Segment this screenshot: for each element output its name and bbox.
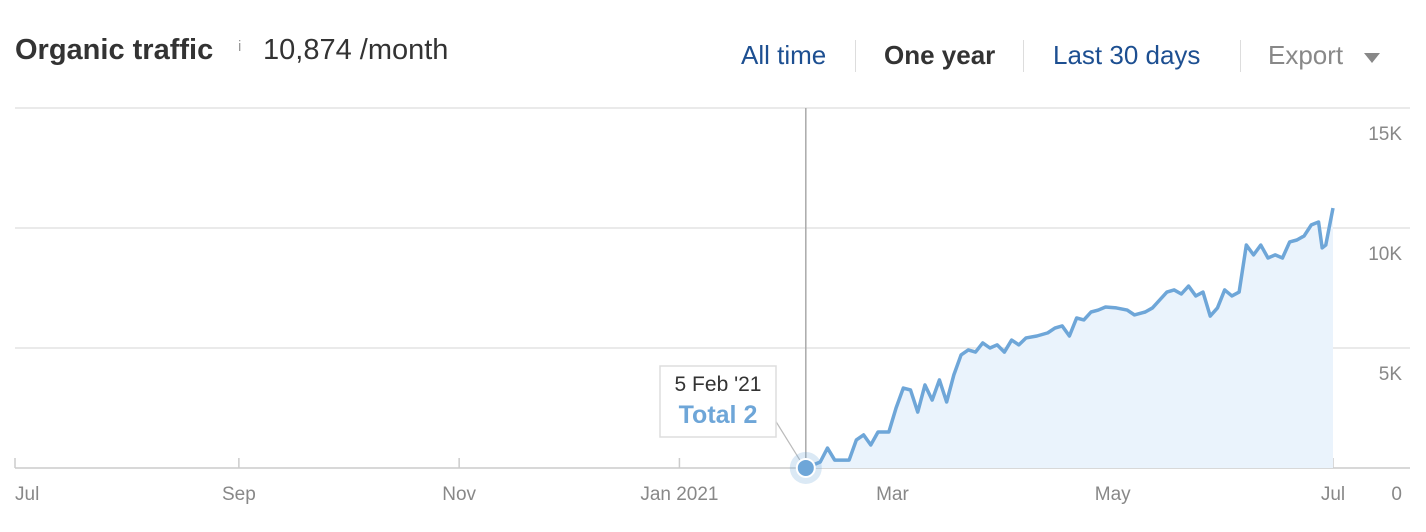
tooltip-connector [774,419,801,461]
range-button[interactable]: One year [884,40,996,70]
y-tick-label: 10K [1368,244,1402,265]
line [805,207,1335,470]
info-icon[interactable]: i [238,38,242,55]
separator [1240,40,1241,72]
range-button[interactable]: All time [741,40,827,70]
x-tick-label: Jul [1321,484,1345,505]
range-button[interactable]: Last 30 days [1053,40,1201,70]
tooltip-value: Total 2 [679,401,758,429]
y-tick-label: 0 [1391,484,1402,505]
separator [855,40,856,72]
title: Organic traffic [15,34,214,66]
x-tick-label: May [1095,484,1131,505]
x-tick-label: Jan 2021 [640,484,718,505]
export-label: Export [1268,40,1344,70]
x-tick-label: Mar [876,484,909,505]
x-tick-label: Nov [442,484,476,505]
export-button[interactable]: Export [1268,40,1381,71]
y-tick-label: 5K [1379,364,1403,385]
summary: 10,874 /month [263,34,449,66]
separator [1023,40,1024,72]
area [805,208,1333,468]
x-tick-label: Jul [15,484,39,505]
hover-point [795,457,816,478]
y-tick-label: 15K [1368,124,1402,145]
x-tick-label: Sep [222,484,256,505]
tooltip-date: 5 Feb '21 [675,373,762,396]
tooltip [659,365,777,438]
dropdown-icon [1364,53,1381,63]
